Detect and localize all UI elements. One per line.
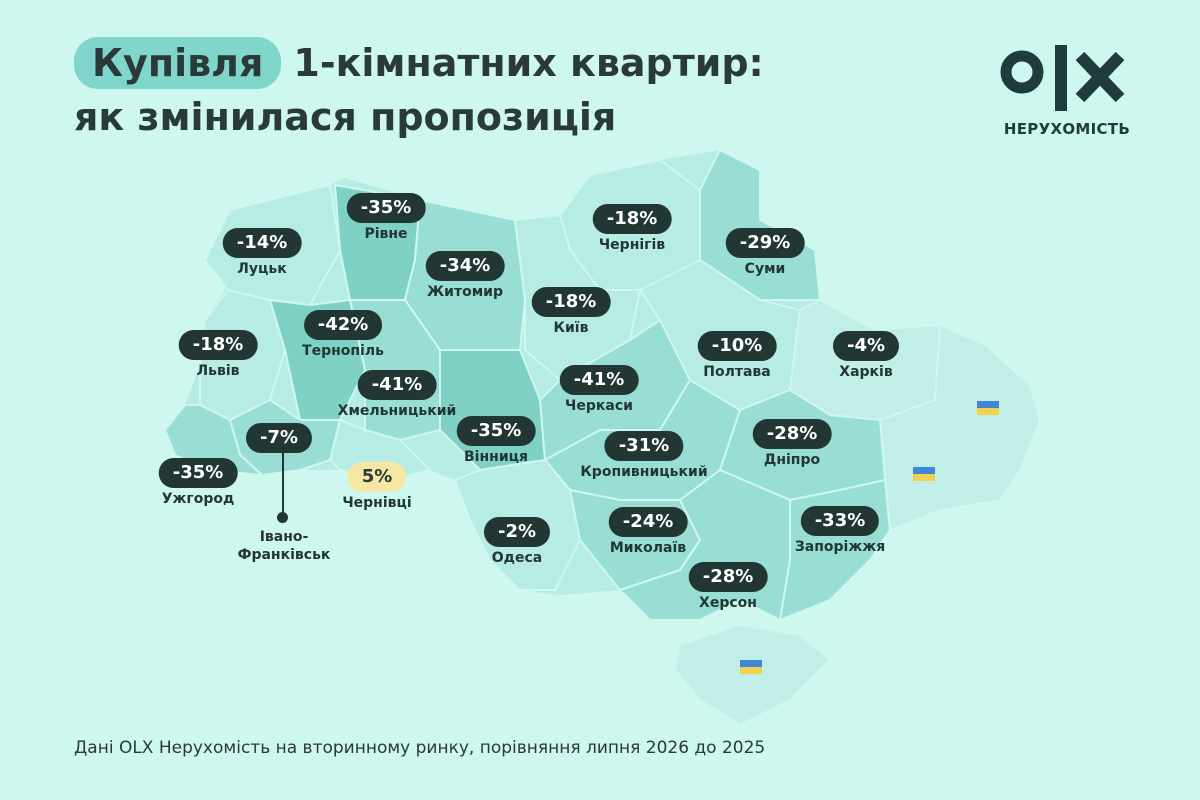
region-marker-chernivtsi: 5% Чернівці [342,462,412,512]
region-crimea [673,623,832,727]
city-label: Суми [744,261,786,277]
city-label: Вінниця [464,449,528,465]
region-marker-kyiv: -18% Київ [531,287,611,337]
region-marker-vinnytsia: -35% Вінниця [456,416,536,466]
city-label: Житомир [427,284,503,300]
change-badge: -18% [531,287,611,317]
region-marker-ternopil: -42% Тернопіль [302,310,384,360]
change-badge: -35% [346,193,426,223]
region-marker-kropyvnytskyi: -31% Кропивницький [580,431,708,481]
olx-logo-mark [1000,45,1125,111]
title-highlight: Купівля [74,37,282,89]
change-badge: -7% [245,423,313,453]
title-line1: 1-кімнатних квартир: [293,41,764,85]
region-marker-rivne: -35% Рівне [346,193,426,243]
change-badge: -28% [752,419,832,449]
region-marker-ivano-frankivsk: -7% [245,423,313,453]
olx-logo: НЕРУХОМІСТЬ [1000,42,1132,142]
ukraine-flag-icon [740,660,762,674]
region-marker-khmelnytskyi: -41% Хмельницький [337,370,457,420]
region-marker-dnipro: -28% Дніпро [752,419,832,469]
ivano-frankivsk-leader-line [282,447,284,515]
city-label: Одеса [491,550,543,566]
change-badge: -4% [832,331,900,361]
city-label: Кропивницький [580,464,708,480]
change-badge: -29% [725,228,805,258]
region-marker-odesa: -2% Одеса [483,517,551,567]
change-badge: -35% [456,416,536,446]
change-badge: -33% [800,506,880,536]
city-label-ivano-frankivsk: Івано- Франківськ [237,529,331,563]
region-marker-sumy: -29% Суми [725,228,805,278]
city-label: Харків [839,364,893,380]
change-badge: -2% [483,517,551,547]
city-label: Ужгород [161,491,235,507]
ukraine-flag-icon [977,401,999,415]
region-marker-chernihiv: -18% Чернігів [592,204,672,254]
change-badge: -34% [425,251,505,281]
city-label: Запоріжжя [794,539,886,555]
ukraine-flag-icon [913,467,935,481]
change-badge: -35% [158,458,238,488]
city-label: Львів [196,363,240,379]
change-badge: -41% [357,370,437,400]
page-title: Купівля 1-кімнатних квартир: як змінилас… [74,36,764,144]
region-marker-uzhhorod: -35% Ужгород [158,458,238,508]
region-marker-kherson: -28% Херсон [688,562,768,612]
change-badge: -28% [688,562,768,592]
city-label: Чернігів [598,237,666,253]
change-badge: -41% [559,365,639,395]
city-label: Черкаси [565,398,633,414]
change-badge: -18% [178,330,258,360]
change-badge: -10% [697,331,777,361]
region-marker-lutsk: -14% Луцьк [222,228,302,278]
change-badge: -31% [604,431,684,461]
data-source-note: Дані OLX Нерухомість на вторинному ринку… [74,738,766,758]
region-marker-cherkasy: -41% Черкаси [559,365,639,415]
change-badge: -42% [303,310,383,340]
city-label: Чернівці [342,495,412,511]
logo-subtitle: НЕРУХОМІСТЬ [1003,120,1131,138]
ivano-frankivsk-leader-dot [277,512,288,523]
title-line2: як змінилася пропозиція [74,95,617,139]
city-label: Тернопіль [302,343,384,359]
region-marker-kharkiv: -4% Харків [832,331,900,381]
city-label: Рівне [364,226,408,242]
region-marker-poltava: -10% Полтава [697,331,777,381]
region-marker-mykolaiv: -24% Миколаїв [608,507,688,557]
change-badge: 5% [347,462,407,492]
region-marker-zaporizhzhia: -33% Запоріжжя [795,506,885,556]
city-label: Полтава [703,364,771,380]
change-badge: -24% [608,507,688,537]
city-label: Миколаїв [609,540,687,556]
change-badge: -14% [222,228,302,258]
region-marker-lviv: -18% Львів [178,330,258,380]
city-label: Київ [553,320,589,336]
region-marker-zhytomyr: -34% Житомир [425,251,505,301]
city-label: Дніпро [763,452,821,468]
city-label: Луцьк [237,261,287,277]
change-badge: -18% [592,204,672,234]
city-label: Хмельницький [337,403,457,419]
city-label: Херсон [699,595,757,611]
